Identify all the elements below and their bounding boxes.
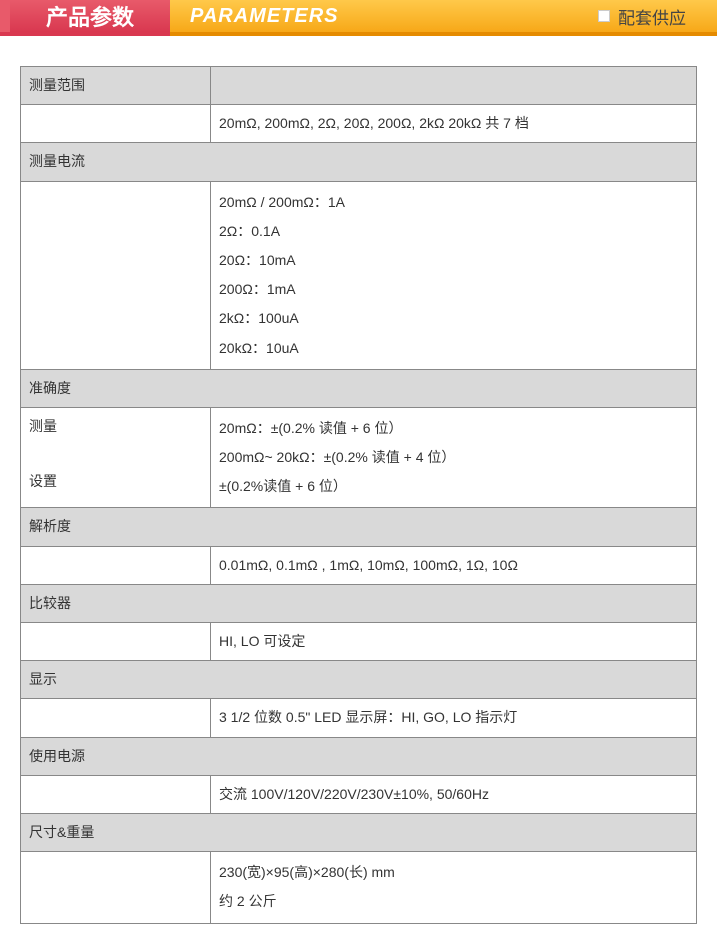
current-line: 2kΩ：100uA: [219, 304, 688, 333]
header-bar: 产品参数 PARAMETERS 配套供应: [0, 0, 717, 36]
meas-line: 20mΩ：±(0.2% 读值 + 6 位）: [219, 414, 688, 443]
dim-label: 尺寸&重量: [21, 813, 697, 851]
meas-line: 200mΩ~ 20kΩ：±(0.2% 读值 + 4 位）: [219, 443, 688, 472]
current-row-blank: [21, 181, 211, 369]
square-icon: [598, 10, 610, 22]
accuracy-label: 准确度: [21, 369, 697, 407]
comparator-label: 比较器: [21, 584, 697, 622]
power-label: 使用电源: [21, 737, 697, 775]
resolution-value: 0.01mΩ, 0.1mΩ , 1mΩ, 10mΩ, 100mΩ, 1Ω, 10…: [211, 546, 697, 584]
current-values: 20mΩ / 200mΩ：1A 2Ω：0.1A 20Ω：10mA 200Ω：1m…: [211, 181, 697, 369]
meas-label: 测量 设置: [21, 407, 211, 508]
power-value: 交流 100V/120V/220V/230V±10%, 50/60Hz: [211, 775, 697, 813]
resolution-label: 解析度: [21, 508, 697, 546]
current-line: 200Ω：1mA: [219, 275, 688, 304]
header-supply-label: 配套供应: [618, 4, 686, 29]
header-red-edge: [0, 0, 10, 36]
header-title-en: PARAMETERS: [170, 0, 567, 36]
resolution-row-blank: [21, 546, 211, 584]
spec-table: 测量范围 20mΩ, 200mΩ, 2Ω, 20Ω, 200Ω, 2kΩ 20k…: [20, 66, 697, 924]
dim-line: 230(宽)×95(高)×280(长) mm: [219, 858, 688, 887]
power-row-blank: [21, 775, 211, 813]
current-line: 20Ω：10mA: [219, 246, 688, 275]
dim-row-blank: [21, 852, 211, 923]
header-supply: 配套供应: [567, 0, 717, 36]
meas-values: 20mΩ：±(0.2% 读值 + 6 位） 200mΩ~ 20kΩ：±(0.2%…: [211, 407, 697, 508]
display-label: 显示: [21, 661, 697, 699]
current-line: 2Ω：0.1A: [219, 217, 688, 246]
range-value: 20mΩ, 200mΩ, 2Ω, 20Ω, 200Ω, 2kΩ 20kΩ 共 7…: [211, 105, 697, 143]
dim-values: 230(宽)×95(高)×280(长) mm 约 2 公斤: [211, 852, 697, 923]
range-label: 测量范围: [21, 67, 211, 105]
current-label: 测量电流: [21, 143, 697, 181]
current-line: 20mΩ / 200mΩ：1A: [219, 188, 688, 217]
header-title-cn: 产品参数: [10, 0, 170, 36]
set-value: ±(0.2%读值 + 6 位）: [219, 472, 688, 501]
content-area: 测量范围 20mΩ, 200mΩ, 2Ω, 20Ω, 200Ω, 2kΩ 20k…: [0, 36, 717, 944]
set-label-text: 设置: [29, 469, 202, 494]
display-value: 3 1/2 位数 0.5" LED 显示屏：HI, GO, LO 指示灯: [211, 699, 697, 737]
range-section-blank: [211, 67, 697, 105]
meas-label-text: 测量: [29, 414, 202, 439]
range-row-blank: [21, 105, 211, 143]
current-line: 20kΩ：10uA: [219, 334, 688, 363]
dim-line: 约 2 公斤: [219, 887, 688, 916]
comparator-value: HI, LO 可设定: [211, 623, 697, 661]
comparator-row-blank: [21, 623, 211, 661]
display-row-blank: [21, 699, 211, 737]
